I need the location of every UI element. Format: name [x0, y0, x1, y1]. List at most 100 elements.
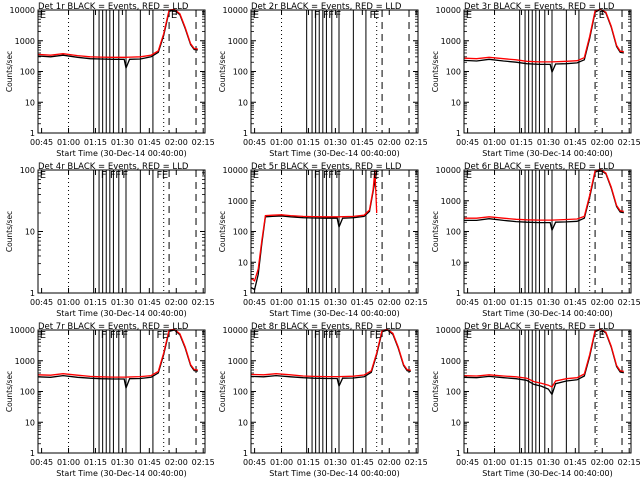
x-tick-label: 01:15 [297, 138, 320, 147]
y-tick-label: 10 [451, 98, 461, 107]
y-tick-label: 1000 [228, 197, 248, 206]
x-tick-label: 02:00 [591, 138, 614, 147]
x-tick-label: 00:45 [243, 298, 266, 307]
lld-series-line [37, 8, 198, 58]
y-tick-label: 100 [20, 388, 35, 397]
x-tick-label: 01:45 [138, 298, 161, 307]
y-axis-label: Counts/sec [5, 371, 14, 412]
y-axis-label: Counts/sec [431, 211, 440, 252]
x-tick-label: 00:45 [243, 138, 266, 147]
x-tick-label: 01:45 [351, 138, 374, 147]
flag-label: E [599, 10, 605, 21]
y-tick-label: 10 [25, 418, 35, 427]
y-tick-label: 10000 [436, 166, 461, 175]
flag-label: E [466, 330, 472, 341]
panel-det-3: E E 1 10 100 1000 10000 00:45 01:00 01:15 01:30 01:… [431, 2, 640, 158]
flag-label: E [466, 10, 472, 21]
x-axis-label: Start Time (30-Dec-14 00:40:00) [56, 469, 187, 478]
flag-label: E [373, 10, 379, 21]
flag-label: F [370, 170, 376, 181]
x-tick-label: 00:45 [30, 298, 53, 307]
x-tick-label: 01:45 [564, 458, 587, 467]
x-tick-label: 01:30 [537, 138, 560, 147]
y-tick-label: 10000 [10, 326, 35, 335]
y-tick-label: 1000 [15, 357, 35, 366]
flag-label: F [110, 330, 116, 341]
x-tick-label: 00:45 [30, 458, 53, 467]
panel-title: Det 3r BLACK = Events, RED = LLD [464, 2, 615, 12]
x-tick-label: 02:00 [165, 458, 188, 467]
y-axis-label: Counts/sec [218, 211, 227, 252]
x-tick-label: 01:15 [84, 138, 107, 147]
y-axis-label: Counts/sec [218, 371, 227, 412]
x-tick-label: 01:15 [510, 298, 533, 307]
y-tick-label: 10 [238, 418, 248, 427]
flag-label: F [328, 170, 334, 181]
y-tick-label: 100 [446, 68, 461, 77]
y-tick-label: 10 [25, 228, 35, 237]
flag-label: F [314, 170, 320, 181]
x-tick-label: 01:30 [324, 138, 347, 147]
y-tick-label: 1000 [228, 357, 248, 366]
panel-title: Det 9r BLACK = Events, RED = LLD [464, 322, 615, 332]
x-axis-label: Start Time (30-Dec-14 00:40:00) [269, 149, 400, 158]
y-tick-label: 10000 [223, 326, 248, 335]
x-axis-label: Start Time (30-Dec-14 00:40:00) [482, 469, 613, 478]
x-tick-label: 02:15 [618, 138, 640, 147]
x-axis-label: Start Time (30-Dec-14 00:40:00) [269, 469, 400, 478]
x-tick-label: 01:00 [57, 458, 80, 467]
flag-label: E [162, 170, 168, 181]
x-tick-label: 00:45 [456, 458, 479, 467]
x-tick-label: 01:45 [564, 138, 587, 147]
flag-label: F [370, 10, 376, 21]
y-tick-label: 100 [20, 68, 35, 77]
x-tick-label: 02:00 [165, 138, 188, 147]
flag-label: F [122, 170, 128, 181]
x-tick-label: 01:30 [111, 298, 134, 307]
x-tick-label: 00:45 [30, 138, 53, 147]
y-tick-label: 10 [238, 98, 248, 107]
flag-label: E [171, 10, 177, 21]
flag-label: F [115, 170, 121, 181]
x-tick-label: 02:15 [405, 298, 428, 307]
flag-label: E [253, 330, 259, 341]
x-tick-label: 01:15 [297, 298, 320, 307]
y-tick-label: 100 [233, 388, 248, 397]
flag-label: E [40, 330, 46, 341]
y-tick-label: 1000 [15, 37, 35, 46]
x-tick-label: 00:45 [456, 138, 479, 147]
y-tick-label: 1 [30, 289, 35, 298]
flag-label: F [101, 330, 107, 341]
flag-label: F [314, 10, 320, 21]
x-tick-label: 01:45 [351, 298, 374, 307]
panel-det-9: E E 1 10 100 1000 10000 00:45 01:00 01:15 01:30 01:… [431, 322, 640, 478]
x-axis-label: Start Time (30-Dec-14 00:40:00) [269, 309, 400, 318]
panel-title: Det 2r BLACK = Events, RED = LLD [251, 2, 402, 12]
flag-label: F [101, 170, 107, 181]
flag-label: F [323, 330, 329, 341]
y-tick-label: 100 [446, 388, 461, 397]
y-axis-label: Counts/sec [431, 51, 440, 92]
y-tick-label: 10 [451, 258, 461, 267]
y-axis-label: Counts/sec [431, 371, 440, 412]
flag-label: E [253, 10, 259, 21]
x-tick-label: 00:45 [456, 298, 479, 307]
x-tick-label: 02:15 [405, 138, 428, 147]
y-tick-label: 100 [446, 228, 461, 237]
x-tick-label: 02:00 [378, 138, 401, 147]
x-tick-label: 01:00 [270, 458, 293, 467]
x-tick-label: 00:45 [243, 458, 266, 467]
x-tick-label: 01:30 [111, 458, 134, 467]
x-tick-label: 02:15 [192, 298, 215, 307]
x-tick-label: 02:15 [405, 458, 428, 467]
x-tick-label: 02:15 [192, 458, 215, 467]
flag-label: E [466, 170, 472, 181]
x-tick-label: 01:45 [138, 138, 161, 147]
x-tick-label: 01:15 [510, 458, 533, 467]
x-tick-label: 02:15 [618, 458, 640, 467]
y-tick-label: 1000 [441, 37, 461, 46]
x-axis-label: Start Time (30-Dec-14 00:40:00) [482, 149, 613, 158]
